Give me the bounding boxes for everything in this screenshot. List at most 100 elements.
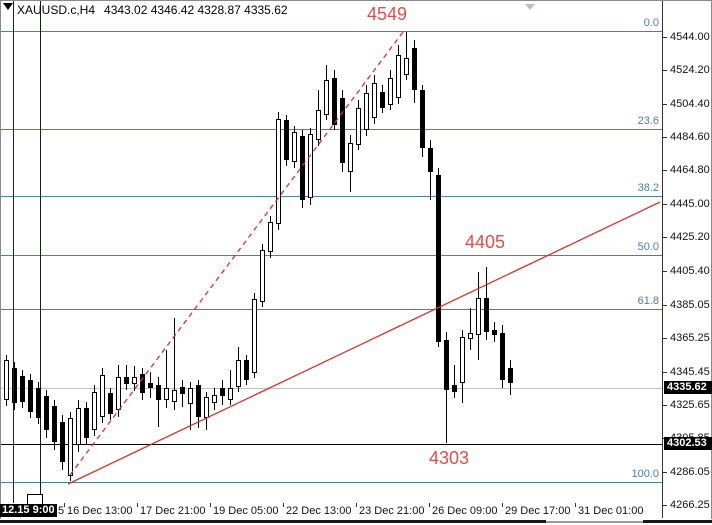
price-tick <box>663 505 667 506</box>
candle-bull <box>92 392 97 430</box>
candle-bear <box>36 388 41 418</box>
symbol-dropdown-icon[interactable] <box>3 3 13 10</box>
time-tick <box>356 503 357 507</box>
time-axis-label: 19 Dec 05:00 <box>213 505 279 517</box>
candle-bear <box>340 98 345 163</box>
chart-plot-area[interactable]: 0.0 23.6 38.2 50.0 61.8 100.0 4549 4405 4303 <box>0 0 662 503</box>
candle-bear <box>492 330 497 335</box>
price-axis-label: 4385.05 <box>670 299 710 311</box>
candle-bear <box>452 385 457 392</box>
price-badge-4335.62: 4335.62 <box>664 381 712 394</box>
symbol-timeframe-label: XAUUSD.c,H4 <box>17 3 96 17</box>
price-tick <box>663 237 667 238</box>
time-axis-label: 29 Dec 17:00 <box>505 505 571 517</box>
price-tick <box>663 170 667 171</box>
candle-bear <box>284 120 289 160</box>
candle-bull <box>356 108 361 145</box>
price-tick <box>663 338 667 339</box>
candle-bull <box>292 132 297 162</box>
fib-line-100.0[interactable] <box>0 482 662 483</box>
time-axis-label: 26 Dec 09:00 <box>432 505 498 517</box>
candle-bull <box>164 388 169 400</box>
candle-bull <box>204 397 209 418</box>
candle-bull <box>348 143 353 172</box>
candle-bull <box>188 388 193 404</box>
fib-line-50.0[interactable] <box>0 255 662 256</box>
candle-bull <box>228 388 233 400</box>
price-tick <box>663 204 667 205</box>
candle-bear <box>508 368 513 383</box>
candle-bull <box>396 55 401 98</box>
candle-bull <box>372 83 377 118</box>
price-axis-label: 4266.25 <box>670 499 710 511</box>
candle-bear <box>500 333 505 380</box>
fib-line-23.6[interactable] <box>0 129 662 130</box>
time-axis-label: 31 Dec 01:00 <box>578 505 644 517</box>
candle-bull <box>100 375 105 417</box>
price-tick <box>663 271 667 272</box>
candle-bull <box>276 119 281 224</box>
candle-bear <box>60 422 65 462</box>
candle-bear <box>420 90 425 148</box>
annotation-4303[interactable]: 4303 <box>429 448 470 468</box>
time-axis-label: 16 Dec 13:00 <box>67 505 133 517</box>
annotation-4549[interactable]: 4549 <box>367 4 408 24</box>
candle-bull <box>404 58 409 75</box>
price-axis-label: 4405.40 <box>670 265 710 277</box>
fib-label-23.6: 23.6 <box>637 115 659 127</box>
price-axis-label: 4464.80 <box>670 164 710 176</box>
vertical-line-time-badge: 12.15 9:00 <box>0 504 57 517</box>
candle-bear <box>180 387 185 394</box>
candle-bull <box>172 390 177 402</box>
candle-bear <box>332 78 337 125</box>
candle-bull <box>268 222 273 252</box>
window-border-bottom <box>0 520 546 523</box>
window-border-bottom-gap <box>546 521 643 523</box>
trendline-solid-uptrend[interactable] <box>67 201 661 485</box>
price-axis-label: 4524.20 <box>670 64 710 76</box>
candle-bull <box>212 395 217 403</box>
candle-bull <box>316 110 321 140</box>
candle-bull <box>476 298 481 335</box>
fib-line-61.8[interactable] <box>0 309 662 310</box>
time-tick <box>429 503 430 507</box>
horizontal-line-object[interactable] <box>0 444 662 445</box>
price-axis-label: 4365.25 <box>670 332 710 344</box>
candle-bull <box>4 360 9 400</box>
time-tick <box>210 503 211 507</box>
candle-bear <box>140 374 145 393</box>
price-axis-label: 4544.00 <box>670 31 710 43</box>
time-axis-label: 17 Dec 21:00 <box>140 505 206 517</box>
time-tick <box>137 503 138 507</box>
candle-bear <box>444 340 449 390</box>
price-axis[interactable]: 4544.00 4524.20 4504.40 4484.60 4464.80 4445.… <box>662 0 712 518</box>
candle-bull <box>132 377 137 384</box>
chart-title: XAUUSD.c,H4 4343.02 4346.42 4328.87 4335.… <box>17 3 297 17</box>
candle-bear <box>28 380 33 412</box>
price-tick <box>663 70 667 71</box>
vertical-line-object[interactable] <box>40 0 41 503</box>
fib-line-38.2[interactable] <box>0 196 662 197</box>
candle-bull <box>308 134 313 198</box>
time-axis-label: 23 Dec 21:00 <box>359 505 425 517</box>
fib-label-38.2: 38.2 <box>637 182 659 194</box>
candle-bear <box>300 136 305 200</box>
time-axis-label: 22 Dec 13:00 <box>286 505 352 517</box>
time-tick <box>283 503 284 507</box>
price-tick <box>663 372 667 373</box>
annotation-4405[interactable]: 4405 <box>465 232 506 252</box>
time-axis[interactable]: 12.15 9:00 5 16 Dec 13:00 17 Dec 21:00 19 … <box>0 494 662 520</box>
candle-bull <box>324 80 329 115</box>
window-border-top <box>0 0 712 1</box>
fib-line-0.0[interactable] <box>0 31 662 32</box>
price-axis-label: 4286.05 <box>670 466 710 478</box>
price-tick <box>663 37 667 38</box>
chart-left-border <box>13 0 14 503</box>
price-axis-label: 4345.45 <box>670 366 710 378</box>
price-tick <box>663 104 667 105</box>
candle-bull <box>460 337 465 383</box>
candle-bear <box>484 298 489 332</box>
candle-bear <box>412 48 417 90</box>
candle-bear <box>12 368 17 403</box>
